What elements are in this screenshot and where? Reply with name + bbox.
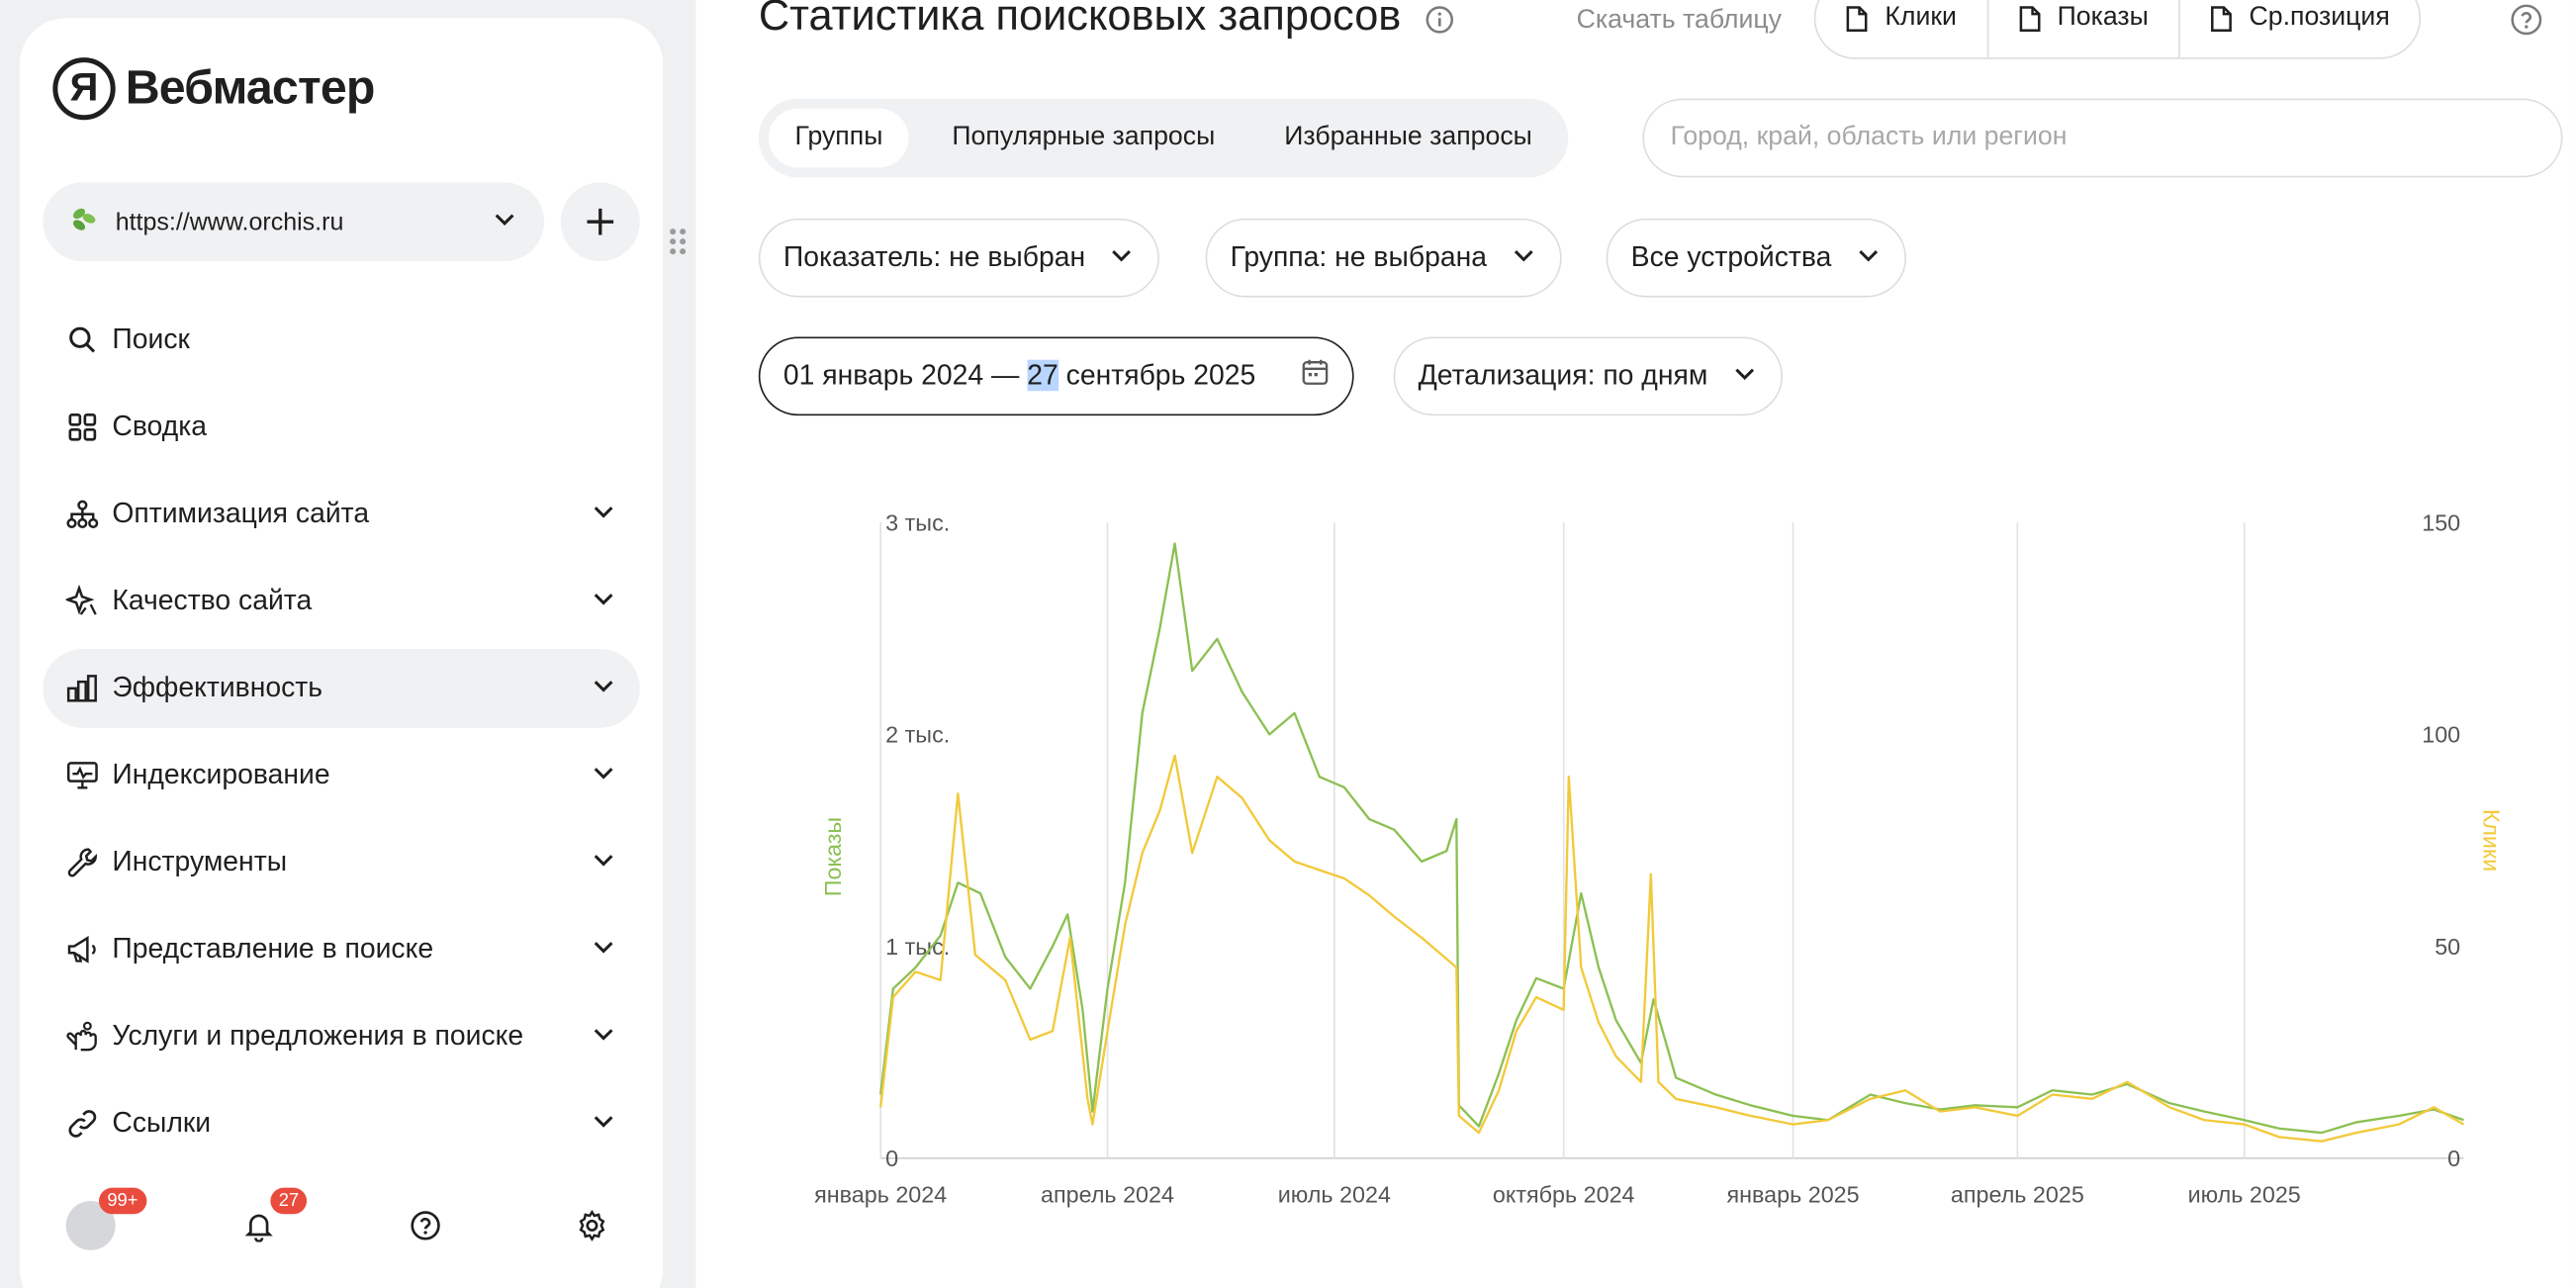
chevron-down-icon <box>591 1106 617 1141</box>
sidebar-bottom-bar: 99+ 27 <box>66 1201 643 1266</box>
sidebar-item-indexing[interactable]: Индексирование <box>43 736 639 815</box>
settings-button[interactable] <box>567 1201 616 1250</box>
chevron-down-icon <box>492 206 518 238</box>
sitemap-icon <box>66 498 99 530</box>
sidebar-item-efficiency[interactable]: Эффективность <box>43 649 639 728</box>
site-selector[interactable]: https://www.orchis.ru <box>43 182 544 261</box>
sidebar-item-quality[interactable]: Качество сайта <box>43 562 639 641</box>
sidebar-item-tools[interactable]: Инструменты <box>43 823 639 902</box>
chevron-down-icon <box>591 932 617 966</box>
sidebar-item-summary[interactable]: Сводка <box>43 388 639 467</box>
chevron-down-icon <box>591 758 617 792</box>
sidebar-item-search[interactable]: Поиск <box>43 301 639 380</box>
sidebar-item-label: Сводка <box>112 411 616 443</box>
wrench-icon <box>66 846 99 878</box>
x-tick-label: июль 2025 <box>2188 1182 2301 1208</box>
logo[interactable]: Я Вебмастер <box>52 57 374 120</box>
sidebar-item-label: Ссылки <box>112 1107 577 1140</box>
hand-icon <box>66 1020 99 1053</box>
yandex-logo-mark: Я <box>52 57 115 120</box>
profile-badge: 99+ <box>99 1188 146 1215</box>
chevron-down-icon <box>591 1019 617 1054</box>
chevron-down-icon <box>591 497 617 531</box>
y-right-tick-label: 0 <box>2447 1146 2460 1171</box>
grid-icon <box>66 411 99 443</box>
megaphone-icon <box>66 933 99 966</box>
x-tick-label: июль 2024 <box>1278 1182 1391 1208</box>
sidebar-item-label: Эффективность <box>112 672 577 704</box>
y-right-tick-label: 150 <box>2422 509 2460 535</box>
drag-handle-icon[interactable] <box>668 227 688 264</box>
sidebar-item-services[interactable]: Услуги и предложения в поиске <box>43 997 639 1076</box>
sidebar-item-label: Индексирование <box>112 759 577 791</box>
x-tick-label: апрель 2025 <box>1951 1182 2084 1208</box>
y-right-axis-title: Клики <box>2478 809 2504 872</box>
sidebar: Я Вебмастер https://www.orchis.ru <box>20 18 663 1288</box>
x-tick-label: октябрь 2024 <box>1493 1182 1635 1208</box>
sidebar-item-label: Услуги и предложения в поиске <box>112 1020 577 1053</box>
search-stats-chart: январь 2024 апрель 2024 июль 2024 октябрь 2… <box>695 0 2575 1288</box>
profile-button[interactable]: 99+ <box>66 1201 116 1250</box>
monitor-icon <box>66 759 99 791</box>
y-left-tick-label: 3 тыс. <box>885 509 950 535</box>
sidebar-item-label: Поиск <box>112 323 616 356</box>
sidebar-item-label: Оптимизация сайта <box>112 498 577 530</box>
sidebar-item-label: Представление в поиске <box>112 933 577 966</box>
series-line-clicks <box>880 756 2463 1142</box>
x-tick-label: апрель 2024 <box>1041 1182 1174 1208</box>
chevron-down-icon <box>591 584 617 618</box>
bell-icon <box>242 1209 275 1242</box>
main-content: Статистика поисковых запросов Скачать та… <box>695 0 2575 1288</box>
search-icon <box>66 323 99 356</box>
chevron-down-icon <box>591 671 617 705</box>
plus-icon <box>584 206 616 238</box>
link-icon <box>66 1107 99 1140</box>
sidebar-item-label: Качество сайта <box>112 585 577 617</box>
x-tick-label: январь 2025 <box>1727 1182 1860 1208</box>
series-line-shows <box>880 544 2463 1134</box>
site-favicon-icon <box>69 204 99 240</box>
sidebar-item-optimization[interactable]: Оптимизация сайта <box>43 475 639 554</box>
sidebar-item-label: Инструменты <box>112 846 577 878</box>
sidebar-item-links[interactable]: Ссылки <box>43 1084 639 1163</box>
y-left-tick-label: 0 <box>885 1146 898 1171</box>
gear-icon <box>576 1209 608 1242</box>
add-site-button[interactable] <box>561 182 640 261</box>
x-tick-label: январь 2024 <box>814 1182 947 1208</box>
y-right-tick-label: 50 <box>2435 934 2460 960</box>
y-right-tick-label: 100 <box>2422 722 2460 748</box>
chevron-down-icon <box>591 845 617 879</box>
y-left-tick-label: 2 тыс. <box>885 722 950 748</box>
notifications-badge: 27 <box>270 1188 307 1215</box>
sparkle-icon <box>66 585 99 617</box>
notifications-button[interactable]: 27 <box>234 1201 284 1250</box>
help-button[interactable] <box>401 1201 450 1250</box>
y-left-axis-title: Показы <box>820 817 846 896</box>
sidebar-item-presentation[interactable]: Представление в поиске <box>43 910 639 989</box>
bar-chart-icon <box>66 672 99 704</box>
site-url: https://www.orchis.ru <box>116 208 475 235</box>
logo-text: Вебмастер <box>126 61 375 116</box>
question-icon <box>409 1209 441 1242</box>
sidebar-nav: Поиск Сводка Оптимизация сайта Качеств <box>43 301 639 1171</box>
